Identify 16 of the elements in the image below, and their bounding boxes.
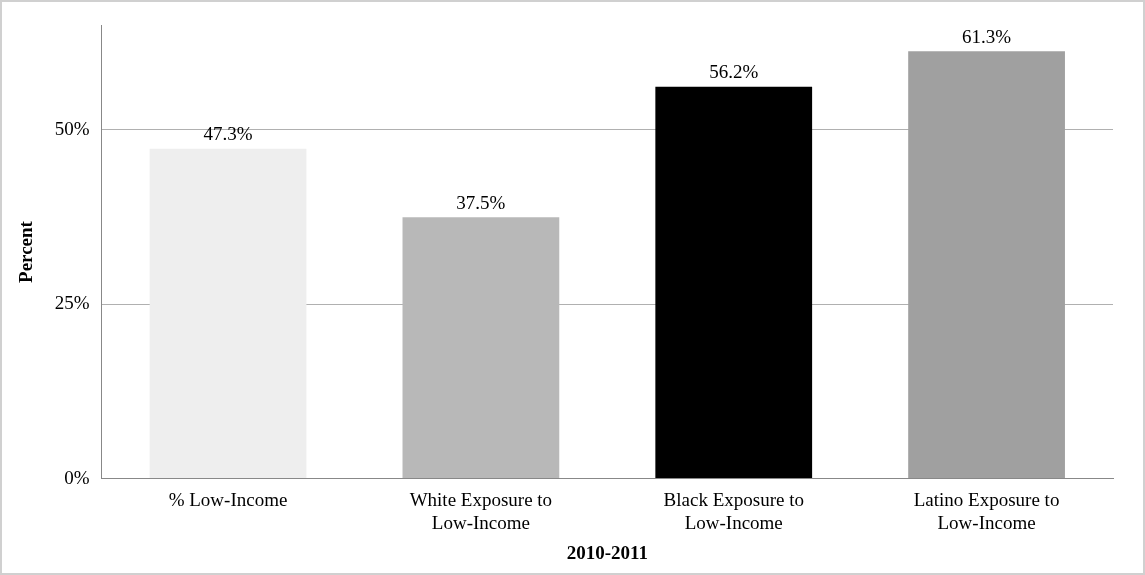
x-tick-label: White Exposure to Low-Income bbox=[409, 488, 553, 533]
data-label: 61.3% bbox=[962, 25, 1012, 47]
bar bbox=[655, 86, 813, 479]
data-label: 56.2% bbox=[709, 61, 759, 83]
x-tick-label: Black Exposure to Low-Income bbox=[663, 488, 804, 533]
bar bbox=[908, 51, 1065, 479]
x-axis-title: 2010-2011 bbox=[566, 541, 648, 563]
y-tick-label: 50% bbox=[54, 117, 90, 139]
bar bbox=[149, 148, 307, 479]
x-tick-label: % Low-Income bbox=[168, 488, 288, 510]
data-label: 47.3% bbox=[203, 123, 253, 145]
y-tick-label: 25% bbox=[54, 292, 90, 314]
y-tick-label: 0% bbox=[64, 466, 90, 488]
data-label: 37.5% bbox=[456, 191, 506, 213]
y-axis-title: Percent bbox=[15, 220, 37, 283]
x-tick-label: Latino Exposure to Low-Income bbox=[913, 488, 1060, 533]
